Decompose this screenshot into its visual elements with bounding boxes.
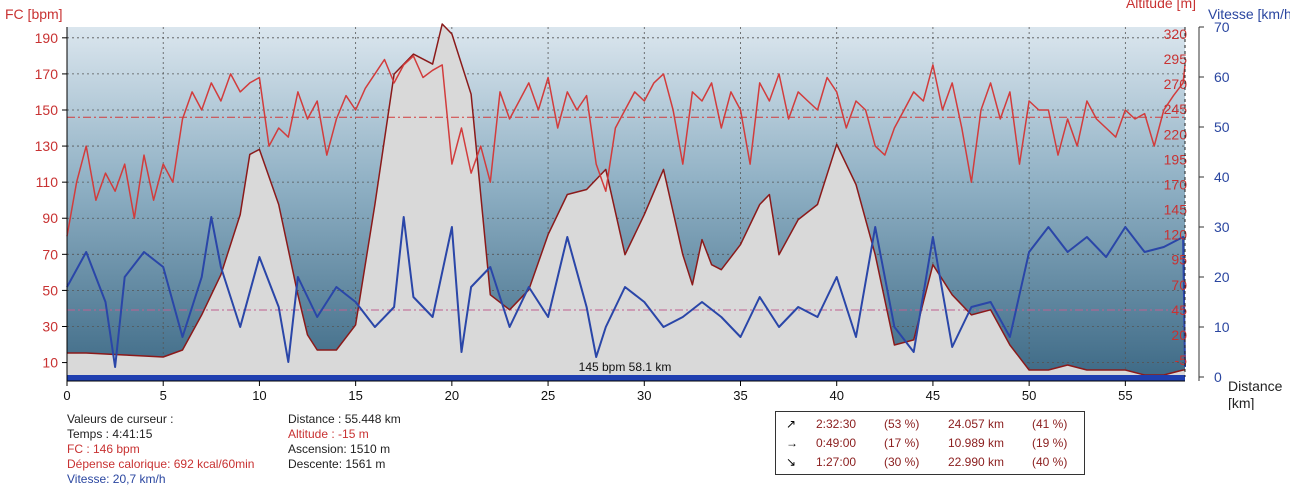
altitude-tick-label: -5	[1175, 352, 1188, 368]
cursor-fc: FC : 146 bpm	[67, 442, 140, 456]
fc-tick-label: 150	[35, 102, 59, 118]
altitude-tick-label: 70	[1171, 277, 1187, 293]
x-tick-label: 0	[63, 388, 70, 403]
altitude-tick-label: 20	[1171, 327, 1187, 343]
summary-row-descent: ↘ 1:27:00 (30 %) 22.990 km (40 %)	[776, 455, 1084, 473]
cursor-descent: Descente: 1561 m	[288, 457, 386, 471]
fc-tick-label: 50	[42, 282, 58, 298]
arrow-right-icon: →	[786, 436, 798, 450]
altitude-axis-label: Altitude [m]	[1126, 0, 1196, 11]
altitude-area	[67, 24, 1185, 377]
cursor-label: 145 bpm 58.1 km	[579, 360, 672, 374]
summary-row-flat: → 0:49:00 (17 %) 10.989 km (19 %)	[776, 436, 1084, 454]
altitude-tick-label: 170	[1164, 176, 1188, 192]
distance-axis-label: Distance	[1228, 378, 1283, 394]
fc-tick-label: 130	[35, 138, 59, 154]
x-tick-label: 55	[1118, 388, 1132, 403]
summary-time-pct: (30 %)	[884, 455, 920, 469]
speed-axis-label: Vitesse [km/h]	[1208, 6, 1290, 22]
altitude-tick-label: 270	[1164, 76, 1188, 92]
x-tick-label: 20	[445, 388, 459, 403]
fc-tick-label: 110	[36, 174, 59, 190]
summary-time: 2:32:30	[816, 417, 857, 431]
cursor-ascent: Ascension: 1510 m	[288, 442, 391, 456]
altitude-tick-label: 95	[1171, 252, 1187, 268]
fc-tick-label: 30	[42, 318, 58, 334]
x-tick-label: 30	[637, 388, 651, 403]
altitude-tick-label: 145	[1164, 202, 1188, 218]
x-tick-label: 50	[1022, 388, 1036, 403]
x-tick-label: 15	[348, 388, 362, 403]
fc-tick-label: 10	[42, 355, 58, 371]
speed-tick-label: 0	[1214, 369, 1222, 385]
altitude-tick-label: 195	[1164, 151, 1188, 167]
fc-tick-label: 90	[42, 210, 58, 226]
fc-tick-label: 190	[35, 30, 59, 46]
x-tick-label: 10	[252, 388, 266, 403]
fc-series-line	[66, 55, 1186, 237]
x-tick-label: 40	[829, 388, 843, 403]
terrain-summary-box: ↗ 2:32:30 (53 %) 24.057 km (41 %) → 0:49…	[775, 411, 1085, 475]
summary-distance: 22.990 km	[948, 455, 1005, 469]
cursor-altitude: Altitude : -15 m	[288, 427, 369, 441]
speed-tick-label: 30	[1214, 219, 1230, 235]
altitude-tick-label: 45	[1171, 302, 1187, 318]
summary-time: 0:49:00	[816, 436, 857, 450]
distance-axis-unit: [km]	[1228, 395, 1254, 410]
x-tick-label: 35	[733, 388, 747, 403]
x-tick-label: 25	[541, 388, 555, 403]
x-tick-label: 5	[160, 388, 167, 403]
summary-time: 1:27:00	[816, 455, 857, 469]
cursor-time: Temps : 4:41:15	[67, 427, 153, 441]
distance-bar	[67, 375, 1185, 381]
fc-axis-ticks: 10 30 50 70 90 110 130 150 170 190	[35, 30, 67, 371]
altitude-series-line	[67, 23, 1185, 376]
cursor-distance: Distance : 55.448 km	[288, 412, 401, 426]
altitude-tick-label: 295	[1164, 51, 1188, 67]
speed-axis-ticks: 0 10 20 30 40 50 60 70	[1199, 19, 1230, 385]
altitude-tick-label: 120	[1164, 227, 1188, 243]
arrow-up-right-icon: ↗	[786, 417, 797, 431]
summary-distance-pct: (40 %)	[1032, 455, 1068, 469]
speed-tick-label: 20	[1214, 269, 1230, 285]
fc-axis-label: FC [bpm]	[5, 6, 63, 22]
cursor-title: Valeurs de curseur :	[67, 412, 174, 426]
speed-series-line	[66, 216, 1186, 368]
series-layer	[66, 23, 1186, 376]
summary-row-climb: ↗ 2:32:30 (53 %) 24.057 km (41 %)	[776, 417, 1084, 435]
speed-tick-label: 60	[1214, 69, 1230, 85]
x-axis-ticks: 0 5 10 15 20 25 30 35 40 45 50 55	[63, 381, 1133, 403]
altitude-tick-label: 320	[1164, 26, 1188, 42]
summary-distance-pct: (41 %)	[1032, 417, 1068, 431]
altitude-axis-ticks: -5 20 45 70 95 120 145 170 195 220 245 270 295 320	[1164, 26, 1188, 368]
fc-tick-label: 70	[42, 246, 58, 262]
fc-tick-label: 170	[35, 66, 59, 82]
activity-chart[interactable]: 0 5 10 15 20 25 30 35 40 45 50 55 10305070901101301…	[0, 0, 1290, 411]
cursor-values-col1: Valeurs de curseur : Temps : 4:41:15 FC …	[67, 412, 254, 487]
arrow-down-right-icon: ↘	[786, 455, 797, 469]
summary-distance-pct: (19 %)	[1032, 436, 1068, 450]
speed-tick-label: 10	[1214, 319, 1230, 335]
summary-distance: 10.989 km	[948, 436, 1005, 450]
altitude-tick-label: 220	[1164, 126, 1188, 142]
x-tick-label: 45	[926, 388, 940, 403]
altitude-tick-label: 245	[1164, 101, 1188, 117]
speed-tick-label: 40	[1214, 169, 1230, 185]
cursor-speed: Vitesse: 20,7 km/h	[67, 472, 166, 486]
summary-time-pct: (53 %)	[884, 417, 920, 431]
summary-time-pct: (17 %)	[884, 436, 920, 450]
cursor-values-col2: Distance : 55.448 km Altitude : -15 m As…	[288, 412, 401, 472]
speed-tick-label: 70	[1214, 19, 1230, 35]
cursor-calories: Dépense calorique: 692 kcal/60min	[67, 457, 255, 471]
summary-distance: 24.057 km	[948, 417, 1005, 431]
speed-tick-label: 50	[1214, 119, 1230, 135]
